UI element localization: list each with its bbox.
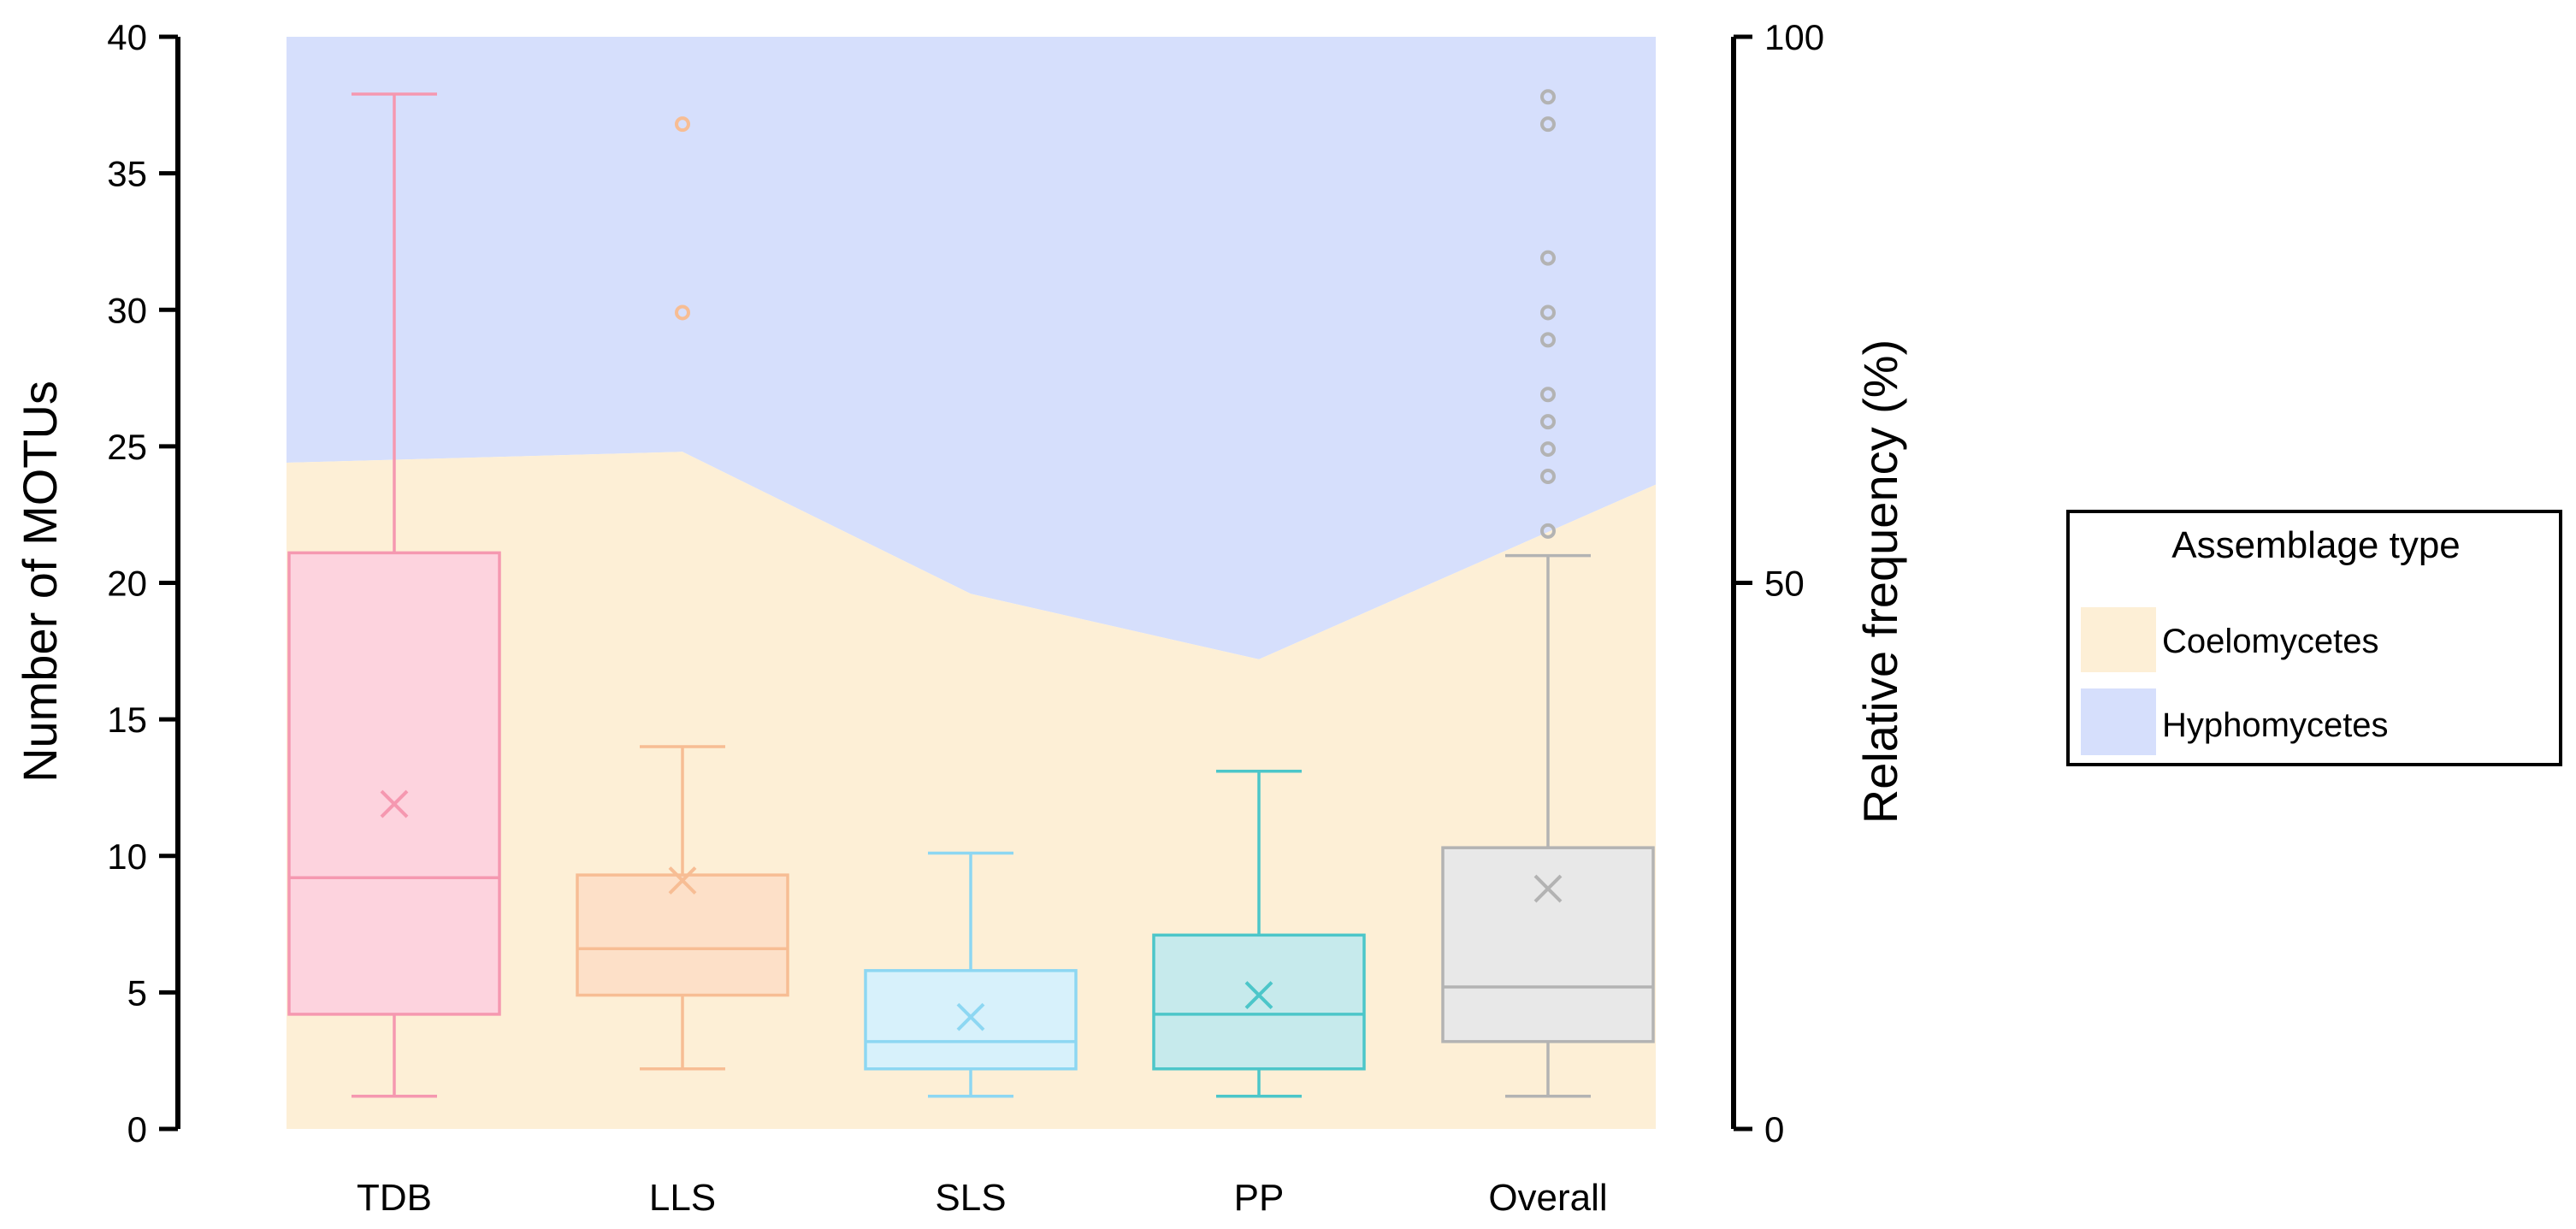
outlier-point-overall <box>1540 387 1556 403</box>
left-y-tick-label: 5 <box>127 972 147 1013</box>
axes-layer: 0 5 10 15 20 25 30 35 40 0 50 100 TDB LLS SLS PP Overall <box>107 17 1824 1219</box>
x-category-label: SLS <box>935 1177 1006 1219</box>
left-y-tick-label: 0 <box>127 1109 147 1149</box>
left-y-tick-label: 30 <box>107 290 147 330</box>
legend-title: Assemblage type <box>2171 524 2461 566</box>
left-y-axis-title: Number of MOTUs <box>13 381 67 783</box>
mean-marker-pp <box>1244 981 1273 1009</box>
box-tdb <box>287 92 501 1098</box>
mean-marker-overall <box>1533 874 1563 903</box>
legend-label-coelomycetes: Coelomycetes <box>2162 623 2378 660</box>
mean-marker-stroke-b <box>380 789 409 818</box>
outlier-point-overall <box>1540 116 1556 133</box>
hyphomycetes-area <box>287 37 1656 659</box>
left-y-tick-label: 40 <box>107 17 147 57</box>
mean-marker-stroke-b <box>1533 874 1563 903</box>
x-category-label: Overall <box>1488 1177 1607 1219</box>
iqr-box-tdb <box>287 551 501 1016</box>
outlier-point-overall <box>1540 250 1556 266</box>
left-y-tick-label: 25 <box>107 427 147 467</box>
right-y-tick-label: 0 <box>1764 1109 1784 1149</box>
mean-marker-sls <box>956 1002 985 1031</box>
mean-marker-stroke-b <box>956 1002 985 1031</box>
iqr-box-overall <box>1441 846 1655 1043</box>
legend-swatch-coelomycetes <box>2081 607 2156 672</box>
outlier-point-overall <box>1540 523 1556 539</box>
outlier-point-overall <box>1540 89 1556 105</box>
boxplot-layer <box>287 89 1655 1098</box>
outlier-point-overall <box>1540 332 1556 348</box>
iqr-box-pp <box>1152 933 1366 1071</box>
box-lls <box>576 116 789 1071</box>
mean-marker-tdb <box>380 789 409 818</box>
right-y-tick-label: 50 <box>1764 564 1805 604</box>
left-y-tick-label: 20 <box>107 564 147 604</box>
mean-marker-lls <box>668 866 697 895</box>
legend-label-hyphomycetes: Hyphomycetes <box>2162 706 2389 744</box>
mean-marker-stroke-b <box>1244 981 1273 1009</box>
outlier-point-lls <box>675 116 690 133</box>
legend-swatch-hyphomycetes <box>2081 688 2156 755</box>
box-overall <box>1441 89 1655 1098</box>
outlier-point-overall <box>1540 414 1556 430</box>
outlier-point-overall <box>1540 441 1556 458</box>
outlier-point-overall <box>1540 304 1556 321</box>
left-y-tick-label: 10 <box>107 836 147 877</box>
legend: Assemblage type Coelomycetes Hyphomycete… <box>2066 510 2562 766</box>
mean-marker-stroke-b <box>668 866 697 895</box>
right-y-tick-label: 100 <box>1764 17 1824 57</box>
left-y-tick-label: 35 <box>107 154 147 194</box>
box-sls <box>864 851 1078 1098</box>
iqr-box-lls <box>576 873 789 997</box>
x-category-label: LLS <box>649 1177 716 1219</box>
outlier-point-overall <box>1540 468 1556 484</box>
left-y-tick-label: 15 <box>107 700 147 740</box>
x-category-label: TDB <box>357 1177 432 1219</box>
box-pp <box>1152 770 1366 1098</box>
x-category-label: PP <box>1234 1177 1285 1219</box>
iqr-box-sls <box>864 969 1078 1071</box>
outlier-point-lls <box>675 304 690 321</box>
right-y-axis-title: Relative frequency (%) <box>1853 340 1907 824</box>
